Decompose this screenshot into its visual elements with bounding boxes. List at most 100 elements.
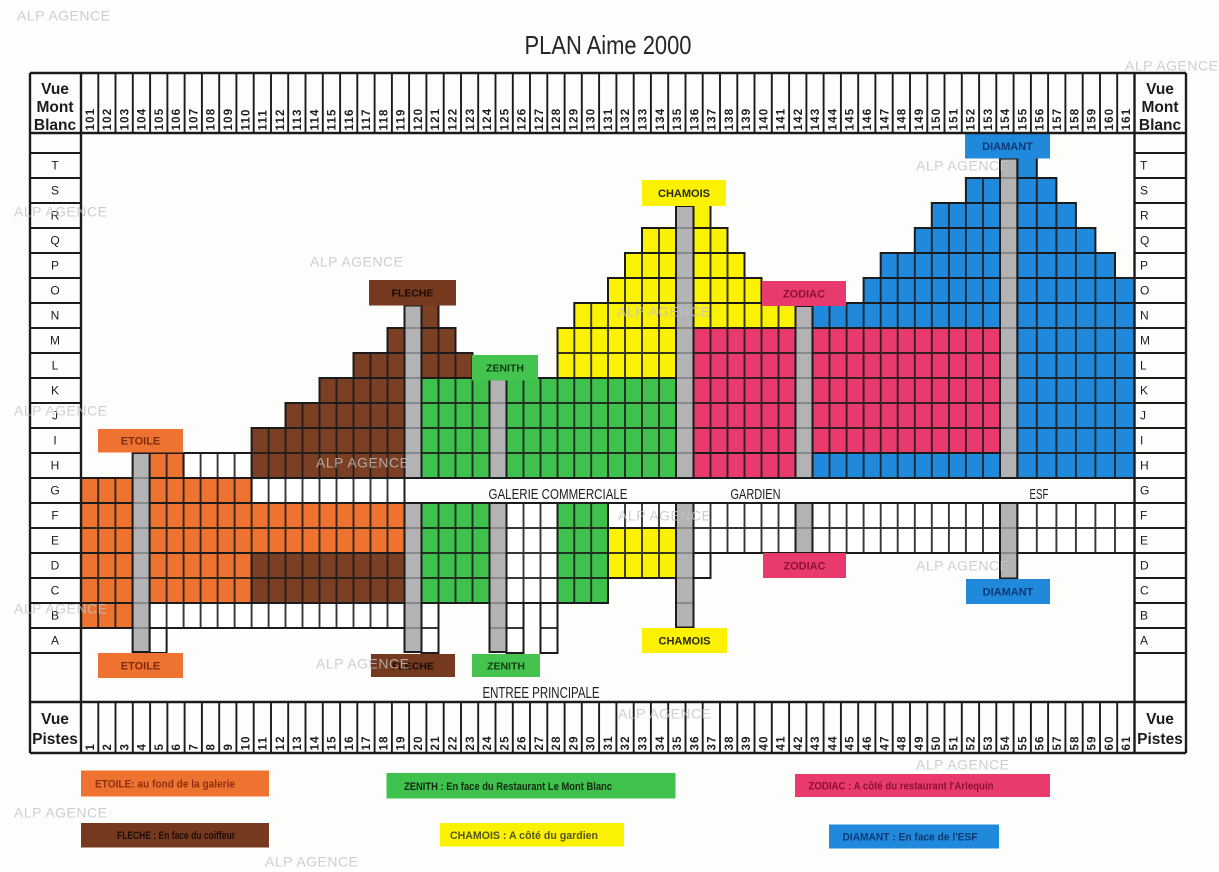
svg-text:157: 157 bbox=[1052, 108, 1064, 131]
svg-text:DIAMANT : En face de l'ESF: DIAMANT : En face de l'ESF bbox=[843, 832, 978, 844]
svg-text:Vue: Vue bbox=[41, 711, 69, 728]
svg-text:151: 151 bbox=[948, 108, 960, 131]
svg-text:142: 142 bbox=[793, 108, 805, 131]
svg-text:156: 156 bbox=[1035, 108, 1047, 131]
svg-text:57: 57 bbox=[1052, 735, 1064, 750]
svg-text:N: N bbox=[51, 309, 60, 323]
svg-text:ALP AGENCE: ALP AGENCE bbox=[617, 304, 710, 320]
svg-text:106: 106 bbox=[171, 108, 183, 131]
svg-text:120: 120 bbox=[413, 108, 425, 131]
svg-text:9: 9 bbox=[223, 743, 235, 751]
svg-text:K: K bbox=[51, 384, 59, 398]
svg-text:108: 108 bbox=[206, 108, 218, 131]
svg-text:ALP AGENCE: ALP AGENCE bbox=[316, 455, 409, 471]
svg-text:16: 16 bbox=[344, 735, 356, 750]
svg-text:H: H bbox=[1140, 459, 1149, 473]
svg-text:150: 150 bbox=[931, 108, 943, 131]
svg-text:148: 148 bbox=[897, 108, 909, 131]
svg-text:38: 38 bbox=[724, 735, 736, 750]
svg-text:12: 12 bbox=[275, 735, 287, 750]
svg-text:15: 15 bbox=[327, 735, 339, 750]
svg-text:121: 121 bbox=[430, 108, 442, 131]
svg-text:136: 136 bbox=[689, 108, 701, 131]
svg-text:PLAN Aime 2000: PLAN Aime 2000 bbox=[525, 30, 692, 60]
svg-text:111: 111 bbox=[258, 109, 270, 131]
svg-text:116: 116 bbox=[344, 108, 356, 130]
svg-text:33: 33 bbox=[638, 735, 650, 750]
svg-text:7: 7 bbox=[189, 743, 201, 751]
svg-text:20: 20 bbox=[413, 735, 425, 750]
svg-text:117: 117 bbox=[361, 108, 373, 130]
svg-text:M: M bbox=[50, 334, 60, 348]
svg-text:ALP AGENCE: ALP AGENCE bbox=[17, 8, 110, 24]
svg-text:ALP AGENCE: ALP AGENCE bbox=[618, 706, 711, 722]
svg-text:41: 41 bbox=[776, 735, 788, 750]
svg-text:60: 60 bbox=[1104, 735, 1116, 750]
svg-text:113: 113 bbox=[292, 108, 304, 130]
svg-text:125: 125 bbox=[499, 108, 511, 131]
svg-text:123: 123 bbox=[465, 108, 477, 131]
svg-text:Vue: Vue bbox=[1146, 81, 1174, 98]
svg-text:161: 161 bbox=[1121, 108, 1133, 131]
svg-text:ZODIAC: ZODIAC bbox=[783, 289, 825, 301]
svg-text:127: 127 bbox=[534, 108, 546, 131]
svg-text:J: J bbox=[52, 409, 58, 423]
svg-text:154: 154 bbox=[1000, 108, 1012, 131]
svg-text:Q: Q bbox=[1140, 234, 1149, 248]
svg-text:110: 110 bbox=[240, 108, 252, 130]
svg-text:Vue: Vue bbox=[1146, 711, 1174, 728]
svg-text:ETOILE: ETOILE bbox=[121, 436, 161, 448]
svg-text:ALP AGENCE: ALP AGENCE bbox=[14, 403, 107, 419]
svg-text:ENTREE PRINCIPALE: ENTREE PRINCIPALE bbox=[483, 685, 600, 702]
svg-text:ALP AGENCE: ALP AGENCE bbox=[265, 854, 358, 868]
svg-text:17: 17 bbox=[361, 735, 373, 750]
svg-text:2: 2 bbox=[102, 743, 114, 751]
svg-text:143: 143 bbox=[810, 108, 822, 131]
svg-text:C: C bbox=[51, 584, 60, 598]
svg-text:ESF: ESF bbox=[1030, 486, 1049, 503]
svg-text:131: 131 bbox=[603, 108, 615, 131]
svg-text:149: 149 bbox=[914, 108, 926, 131]
svg-text:140: 140 bbox=[758, 108, 770, 131]
svg-text:ALP AGENCE: ALP AGENCE bbox=[916, 757, 1009, 773]
svg-text:48: 48 bbox=[897, 735, 909, 750]
svg-text:23: 23 bbox=[465, 735, 477, 750]
svg-text:D: D bbox=[1140, 559, 1149, 573]
svg-text:105: 105 bbox=[154, 108, 166, 131]
svg-text:5: 5 bbox=[154, 743, 166, 751]
svg-text:CHAMOIS: CHAMOIS bbox=[659, 636, 711, 648]
svg-text:B: B bbox=[1140, 609, 1148, 623]
svg-text:130: 130 bbox=[586, 108, 598, 131]
svg-text:ALP AGENCE: ALP AGENCE bbox=[14, 805, 107, 821]
svg-text:ZENITH: ZENITH bbox=[486, 363, 524, 375]
svg-text:Blanc: Blanc bbox=[1139, 117, 1182, 134]
svg-text:I: I bbox=[1140, 434, 1143, 448]
svg-text:J: J bbox=[1140, 409, 1146, 423]
svg-text:26: 26 bbox=[517, 735, 529, 750]
svg-text:ZODIAC: ZODIAC bbox=[783, 561, 825, 573]
svg-text:Blanc: Blanc bbox=[34, 117, 77, 134]
svg-text:45: 45 bbox=[845, 735, 857, 750]
svg-text:132: 132 bbox=[620, 108, 632, 131]
svg-text:L: L bbox=[52, 359, 59, 373]
svg-text:Mont: Mont bbox=[1141, 99, 1178, 116]
svg-text:139: 139 bbox=[741, 108, 753, 131]
svg-text:F: F bbox=[1140, 509, 1147, 523]
svg-text:ALP AGENCE: ALP AGENCE bbox=[14, 601, 107, 617]
svg-text:133: 133 bbox=[638, 108, 650, 131]
svg-text:L: L bbox=[1140, 359, 1147, 373]
svg-text:40: 40 bbox=[758, 735, 770, 750]
svg-text:29: 29 bbox=[568, 735, 580, 750]
svg-text:31: 31 bbox=[603, 735, 615, 750]
svg-text:D: D bbox=[51, 559, 60, 573]
svg-text:ALP AGENCE: ALP AGENCE bbox=[618, 508, 711, 524]
svg-text:ZENITH : En face du Restaurant: ZENITH : En face du Restaurant Le Mont B… bbox=[404, 781, 612, 793]
svg-text:N: N bbox=[1140, 309, 1149, 323]
svg-text:21: 21 bbox=[430, 735, 442, 750]
svg-text:Pistes: Pistes bbox=[1137, 731, 1183, 748]
svg-text:O: O bbox=[50, 284, 59, 298]
svg-text:24: 24 bbox=[482, 735, 494, 750]
svg-text:ETOILE: au fond de la galerie: ETOILE: au fond de la galerie bbox=[95, 779, 235, 791]
svg-text:S: S bbox=[51, 184, 59, 198]
svg-text:155: 155 bbox=[1017, 108, 1029, 131]
